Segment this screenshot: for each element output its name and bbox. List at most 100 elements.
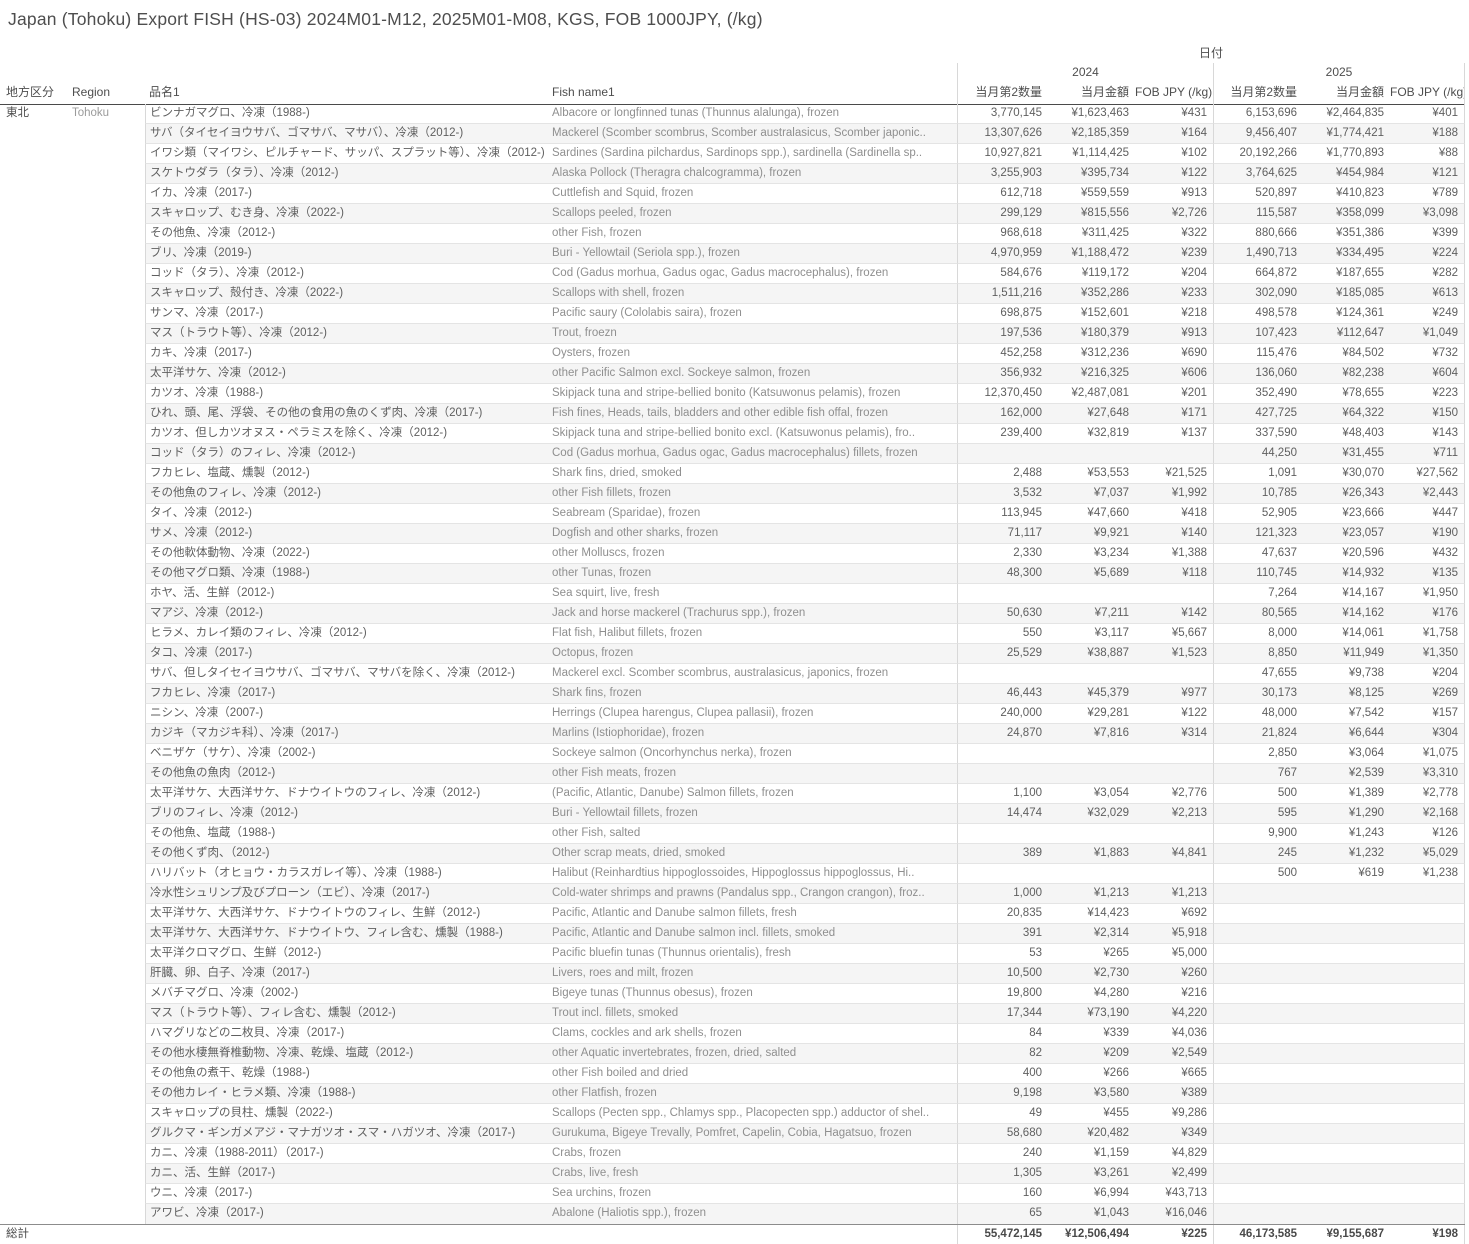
qty-2024: 19,800 [957,984,1048,1004]
region-division-cell [0,544,64,564]
fob-2024: ¥43,713 [1135,1184,1213,1204]
amount-2025: ¥358,099 [1303,204,1390,224]
table-row: タイ、冷凍（2012-) Seabream (Sparidae), frozen 1… [0,504,1465,524]
total-name-en-spacer [548,1225,957,1244]
fish-name-en: Buri - Yellowtail (Seriola spp.), frozen [548,244,957,264]
fish-name-en: Dogfish and other sharks, frozen [548,524,957,544]
product-name-jp: タコ、冷凍（2017-) [145,644,548,664]
region-division-cell [0,464,64,484]
table-row: マス（トラウト等）、フィレ含む、燻製（2012-) Trout incl. fil… [0,1004,1465,1024]
fish-name-en: Jack and horse mackerel (Trachurus spp.)… [548,604,957,624]
amount-2025 [1303,1064,1390,1084]
table-row: ひれ、頭、尾、浮袋、その他の食用の魚のくず肉、冷凍（2017-) Fish fin… [0,404,1465,424]
amount-2025: ¥1,770,893 [1303,144,1390,164]
fish-name-en: Livers, roes and milt, frozen [548,964,957,984]
qty-2024 [957,584,1048,604]
fish-name-en: Bigeye tunas (Thunnus obesus), frozen [548,984,957,1004]
table-row: ホヤ、活、生鮮（2012-) Sea squirt, live, fresh 7,2… [0,584,1465,604]
amount-2024: ¥2,314 [1048,924,1135,944]
fob-2025: ¥2,168 [1390,804,1465,824]
amount-2025: ¥14,932 [1303,564,1390,584]
fob-2025: ¥604 [1390,364,1465,384]
qty-2025: 427,725 [1213,404,1303,424]
fish-name-en: Crabs, frozen [548,1144,957,1164]
region-cell [64,404,145,424]
qty-2025: 8,000 [1213,624,1303,644]
qty-2024 [957,444,1048,464]
amount-2025 [1303,1184,1390,1204]
fish-name-en: Pacific, Atlantic and Danube salmon incl… [548,924,957,944]
region-division-cell [0,1064,64,1084]
table-row: カキ、冷凍（2017-) Oysters, frozen 452,258 ¥312,2… [0,344,1465,364]
table-row: カツオ、冷凍（1988-) Skipjack tuna and stripe-be… [0,384,1465,404]
region-division-cell [0,1124,64,1144]
qty-2025 [1213,1184,1303,1204]
product-name-jp: カツオ、冷凍（1988-) [145,384,548,404]
table-row: カツオ、但しカツオヌス・ペラミスを除く、冷凍（2012-) Skipjack tu… [0,424,1465,444]
region-cell [64,184,145,204]
header-product-name-jp: 品名1 [149,85,180,99]
fob-2024: ¥1,992 [1135,484,1213,504]
amount-2025: ¥20,596 [1303,544,1390,564]
region-cell [64,524,145,544]
fob-2025: ¥401 [1390,104,1465,124]
qty-2025: 7,264 [1213,584,1303,604]
amount-2025: ¥619 [1303,864,1390,884]
table-row: フカヒレ、塩蔵、燻製（2012-) Shark fins, dried, smok… [0,464,1465,484]
qty-2024: 550 [957,624,1048,644]
region-cell [64,584,145,604]
table-row: その他魚のフィレ、冷凍（2012-) other Fish fillets, fr… [0,484,1465,504]
region-cell [64,964,145,984]
qty-2024: 10,500 [957,964,1048,984]
region-division-cell [0,264,64,284]
fob-2025: ¥190 [1390,524,1465,544]
fish-name-en: Gurukuma, Bigeye Trevally, Pomfret, Cape… [548,1124,957,1144]
qty-2024 [957,664,1048,684]
table-row: 冷水性シュリンプ及びプローン（エビ）、冷凍（2017-) Cold-water s… [0,884,1465,904]
product-name-jp: その他マグロ類、冷凍（1988-) [145,564,548,584]
region-cell [64,484,145,504]
region-division-cell [0,864,64,884]
table-row: 太平洋サケ、大西洋サケ、ドナウイトウのフィレ、生鮮（2012-) Pacific,… [0,904,1465,924]
amount-2024: ¥1,043 [1048,1204,1135,1224]
fob-2024: ¥1,213 [1135,884,1213,904]
qty-2024: 299,129 [957,204,1048,224]
product-name-jp: 冷水性シュリンプ及びプローン（エビ）、冷凍（2017-) [145,884,548,904]
region-cell [64,864,145,884]
table-row: 東北 Tohoku ビンナガマグロ、冷凍（1988-) Albacore or lon… [0,104,1465,124]
amount-2025: ¥23,666 [1303,504,1390,524]
qty-2024: 391 [957,924,1048,944]
region-cell [64,344,145,364]
qty-2024: 17,344 [957,1004,1048,1024]
product-name-jp: アワビ、冷凍（2017-) [145,1204,548,1224]
fish-name-en: other Fish meats, frozen [548,764,957,784]
amount-2025: ¥31,455 [1303,444,1390,464]
fob-2025: ¥2,778 [1390,784,1465,804]
fob-2024: ¥142 [1135,604,1213,624]
qty-2024: 3,770,145 [957,104,1048,124]
fob-2025: ¥732 [1390,344,1465,364]
amount-2024 [1048,864,1135,884]
region-division-cell [0,1044,64,1064]
fob-2025 [1390,984,1465,1004]
qty-2024: 162,000 [957,404,1048,424]
region-division-cell [0,664,64,684]
table-row: 肝臓、卵、白子、冷凍（2017-) Livers, roes and milt, … [0,964,1465,984]
amount-2024 [1048,444,1135,464]
region-cell [64,444,145,464]
fob-2024: ¥2,776 [1135,784,1213,804]
fish-name-en: Clams, cockles and ark shells, frozen [548,1024,957,1044]
fob-2024: ¥606 [1135,364,1213,384]
amount-2025 [1303,884,1390,904]
table-row: ウニ、冷凍（2017-) Sea urchins, frozen 160 ¥6,994… [0,1184,1465,1204]
fish-name-en: other Fish, frozen [548,224,957,244]
fob-2025 [1390,964,1465,984]
table-row: ヒラメ、カレイ類のフィレ、冷凍（2012-) Flat fish, Halibut… [0,624,1465,644]
qty-2024: 48,300 [957,564,1048,584]
fish-name-en: Abalone (Haliotis spp.), frozen [548,1204,957,1224]
amount-2024: ¥7,037 [1048,484,1135,504]
region-division-cell [0,404,64,424]
qty-2025 [1213,1004,1303,1024]
qty-2024: 65 [957,1204,1048,1224]
product-name-jp: ハマグリなどの二枚貝、冷凍（2017-) [145,1024,548,1044]
